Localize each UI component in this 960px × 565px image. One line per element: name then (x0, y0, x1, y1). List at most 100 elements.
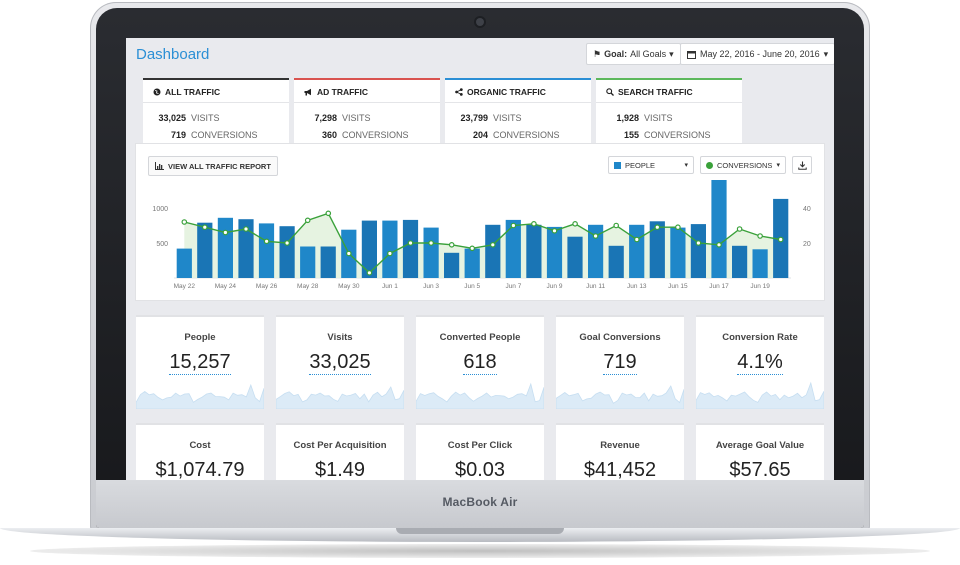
kpi-card[interactable]: Cost $1,074.79 (136, 423, 264, 480)
share-icon (455, 88, 463, 96)
kpi-card[interactable]: Revenue $41,452 (556, 423, 684, 480)
conversions-point (572, 220, 578, 227)
conversions-point (736, 226, 743, 232)
conversions-point (222, 229, 229, 236)
x-tick-label: May 30 (338, 283, 360, 290)
kpi-label: Average Goal Value (715, 440, 805, 451)
download-button[interactable] (792, 156, 812, 174)
dot-legend-icon (706, 161, 713, 169)
kpi-card[interactable]: Average Goal Value $57.65 (696, 423, 824, 480)
kpi-card[interactable]: People 15,257 (136, 315, 264, 409)
sparkline (696, 381, 824, 409)
kpi-label: Conversion Rate (722, 332, 798, 343)
tab-search-traffic[interactable]: SEARCH TRAFFIC 1,928 VISITS 155 CONVERSION… (596, 78, 742, 144)
laptop-notch (396, 528, 564, 534)
device-brand: MacBook Air (442, 495, 518, 509)
kpi-value: 4.1% (737, 351, 783, 375)
chart-bar (505, 219, 521, 278)
chart-bar (629, 224, 645, 278)
camera-icon (476, 18, 484, 26)
x-tick-label: Jun 19 (750, 283, 770, 290)
conversions-point (325, 210, 332, 217)
chart-bar (320, 246, 336, 278)
kpi-value: 618 (463, 351, 497, 375)
x-tick-label: Jun 5 (464, 283, 480, 290)
conversions-point (366, 270, 373, 276)
conversions-point (654, 224, 661, 231)
chevron-down-icon: ▾ (669, 48, 674, 59)
conversions-point (243, 226, 249, 232)
kpi-card[interactable]: Cost Per Click $0.03 (416, 423, 544, 480)
conversions-point (263, 238, 270, 245)
tab-all-traffic[interactable]: ALL TRAFFIC 33,025 VISITS 719 CONVERSIONS (143, 78, 289, 146)
laptop-base (0, 528, 960, 542)
y-right-tick: 20 (803, 241, 811, 248)
conversions-point (777, 236, 784, 243)
conversions-point (531, 220, 537, 227)
bar-chart-icon (155, 162, 164, 170)
y-left-tick: 1000 (152, 206, 168, 213)
x-tick-label: Jun 11 (586, 283, 605, 290)
series-right-select[interactable]: CONVERSIONS ▾ (700, 156, 786, 174)
chart-bar (526, 224, 542, 278)
conversions-point (448, 242, 455, 248)
kpi-label: Visits (327, 332, 353, 343)
kpi-label: People (184, 332, 216, 343)
conversions-point (469, 245, 476, 252)
conversions-point (489, 242, 496, 248)
chart-bar (444, 252, 460, 278)
x-tick-label: Jun 7 (505, 283, 521, 290)
traffic-tabs: ALL TRAFFIC 33,025 VISITS 719 CONVERSIONS … (143, 78, 743, 146)
kpi-value: $57.65 (729, 459, 791, 480)
chart-bar (732, 245, 748, 278)
kpi-card[interactable]: Cost Per Acquisition $1.49 (276, 423, 404, 480)
tab-conversions: 155 CONVERSIONS (623, 130, 711, 140)
kpi-value: $41,452 (583, 459, 657, 480)
conversions-point (407, 240, 414, 246)
x-tick-label: Jun 15 (668, 283, 688, 290)
tab-visits: 7,298 VISITS (314, 113, 371, 123)
chart-bar (361, 220, 377, 278)
conversions-point (304, 217, 311, 224)
kpi-card[interactable]: Visits 33,025 (276, 315, 404, 409)
view-all-traffic-report-button[interactable]: VIEW ALL TRAFFIC REPORT (148, 156, 278, 176)
date-range-picker[interactable]: May 22, 2016 - June 20, 2016 ▾ (680, 43, 834, 65)
series-left-select[interactable]: PEOPLE ▾ (608, 156, 694, 174)
tab-ad-traffic[interactable]: AD TRAFFIC 7,298 VISITS 360 CONVERSIONS (294, 78, 440, 144)
tab-visits: 1,928 VISITS (616, 113, 673, 123)
kpi-label: Revenue (600, 440, 640, 451)
kpi-label: Cost Per Click (447, 440, 513, 451)
chart-bar (690, 224, 706, 278)
square-legend-icon (614, 161, 621, 169)
kpi-card[interactable]: Conversion Rate 4.1% (696, 315, 824, 409)
conversions-point (551, 227, 558, 234)
goal-select[interactable]: ⚑ Goal: All Goals ▾ (586, 43, 681, 65)
kpi-card[interactable]: Goal Conversions 719 (556, 315, 684, 409)
conversions-point (757, 233, 763, 239)
chart-bar (608, 245, 624, 278)
tab-title: AD TRAFFIC (317, 87, 368, 97)
kpi-card[interactable]: Converted People 618 (416, 315, 544, 409)
conversions-point (284, 240, 290, 246)
sparkline (556, 385, 684, 409)
y-left-tick: 500 (156, 241, 168, 248)
tab-title: ALL TRAFFIC (165, 87, 221, 97)
tab-conversions: 204 CONVERSIONS (472, 130, 560, 140)
header: Dashboard ⚑ Goal: All Goals ▾ May 22, 20… (126, 38, 834, 70)
chart-bar (711, 180, 727, 278)
chart-bar (176, 248, 192, 278)
tab-organic-traffic[interactable]: ORGANIC TRAFFIC 23,799 VISITS 204 CONVERSI… (445, 78, 591, 144)
chart-bar (649, 221, 665, 278)
x-tick-label: May 22 (174, 283, 196, 290)
chart-bar (258, 223, 275, 278)
conversions-point (695, 240, 702, 246)
goal-prefix: Goal: (604, 49, 628, 59)
tab-conversions: 360 CONVERSIONS (321, 130, 409, 140)
chart-bar (752, 249, 768, 278)
kpi-label: Cost Per Acquisition (293, 440, 387, 451)
sparkline (136, 383, 264, 409)
conversions-point (346, 250, 352, 257)
tab-title: SEARCH TRAFFIC (618, 87, 693, 97)
tab-title: ORGANIC TRAFFIC (467, 87, 546, 97)
sparkline (276, 386, 404, 409)
